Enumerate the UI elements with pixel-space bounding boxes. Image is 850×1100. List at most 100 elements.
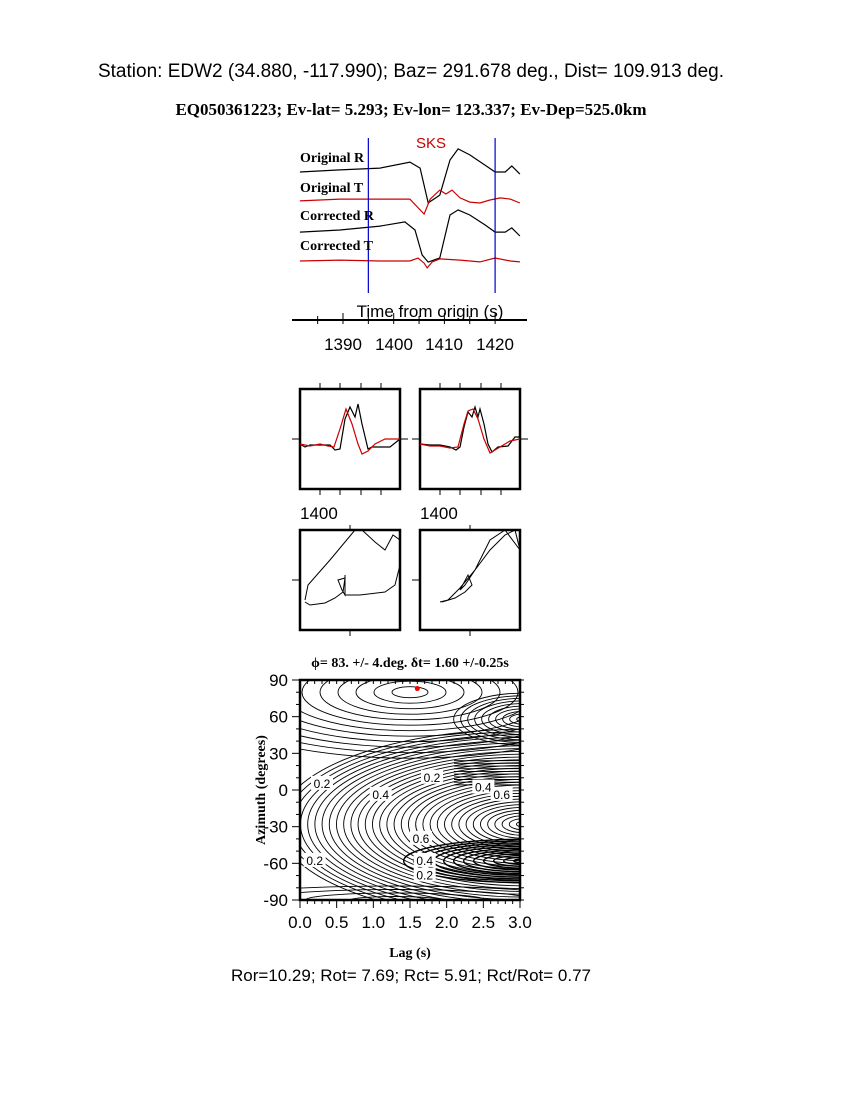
contour-line (502, 710, 520, 728)
trace-label: Corrected R (300, 209, 375, 224)
y-axis-label: Azimuth (degrees) (254, 735, 269, 845)
contour-line (391, 686, 429, 699)
contour-label-bg (369, 786, 392, 801)
x-tick-label: 1420 (476, 335, 514, 354)
contour-line (495, 708, 520, 730)
contour-line (502, 856, 520, 866)
contour-line (301, 680, 519, 726)
particle-motion-path (304, 529, 401, 606)
contour-label-bg (472, 779, 495, 794)
contour-line (300, 885, 520, 891)
x-tick-label: 1400 (420, 504, 458, 523)
panel-frame (418, 387, 522, 491)
phase-label: SKS (416, 135, 446, 152)
contour-line (508, 818, 520, 831)
trace-original-r (299, 148, 521, 204)
contour-line (460, 695, 520, 743)
x-tick-label: 1400 (375, 335, 413, 354)
contour-label: 0.4 (372, 788, 389, 802)
contour-label-bg (413, 867, 436, 882)
contour-line (444, 793, 520, 856)
contour-line (300, 889, 520, 897)
contour-line (422, 784, 520, 864)
x-tick-label: 1.0 (362, 913, 386, 932)
contour-line (372, 764, 520, 884)
y-tick-label: -90 (263, 891, 288, 910)
contour-line (300, 734, 520, 900)
y-tick-label: 90 (269, 671, 288, 690)
contour-label-bg (410, 830, 432, 845)
contour-label: 0.6 (493, 788, 510, 802)
contour-line (300, 720, 520, 737)
contour-line (481, 703, 520, 736)
contour-line (304, 892, 486, 900)
contour-line (429, 787, 520, 862)
contour-line (472, 804, 520, 845)
x-tick-label: 1390 (324, 335, 362, 354)
contour-line (492, 854, 520, 867)
contour-line (386, 770, 520, 878)
x-tick-label: 2.5 (472, 913, 496, 932)
panel-frame (298, 528, 402, 632)
contour-line (452, 847, 520, 875)
contour-line (393, 773, 520, 876)
waveform-overlay (299, 403, 401, 451)
contour-label-bg (303, 852, 326, 867)
contour-line (379, 767, 520, 881)
y-tick-label: -60 (263, 854, 288, 873)
contour-line (432, 844, 520, 878)
contour-line (462, 849, 520, 873)
contour-label: 0.2 (314, 777, 331, 791)
contour-line (336, 750, 520, 898)
x-tick-label: 0.5 (325, 913, 349, 932)
contour-line (321, 745, 520, 900)
contour-label-bg (413, 852, 436, 867)
contour-line (467, 697, 520, 741)
contour-line (516, 716, 520, 722)
waveform-overlay (419, 408, 521, 454)
contour-line (343, 753, 520, 895)
contour-line (453, 692, 520, 746)
contour-label: 0.2 (306, 854, 323, 868)
event-title: EQ050361223; Ev-lat= 5.293; Ev-lon= 123.… (175, 100, 646, 119)
contour-line (307, 739, 520, 900)
contour-label: 0.2 (424, 771, 441, 785)
contour-line (509, 713, 520, 725)
contour-line (488, 705, 520, 733)
contour-line (516, 821, 520, 828)
waveform-overlay (419, 404, 520, 453)
x-axis-label: Time from origin (s) (357, 302, 504, 321)
contour-line (314, 742, 520, 900)
contour-line (373, 680, 447, 704)
contour-line (465, 801, 520, 848)
contour-line (357, 759, 520, 890)
particle-motion-path (439, 529, 521, 603)
contour-line (442, 845, 520, 876)
trace-label: Corrected T (300, 239, 374, 254)
contour-title: ϕ= 83. +/- 4.deg. δt= 1.60 +/-0.25s (311, 656, 509, 671)
contour-line (472, 851, 520, 871)
contour-label-bg (421, 769, 443, 784)
contour-line (501, 815, 520, 833)
contour-line (436, 790, 520, 859)
trace-label: Original T (300, 181, 364, 196)
y-tick-label: 60 (269, 708, 288, 727)
x-tick-label: 1400 (300, 504, 338, 523)
trace-original-t (299, 189, 521, 216)
x-axis-label: Lag (s) (389, 946, 431, 961)
y-tick-label: 0 (279, 781, 288, 800)
x-tick-label: 3.0 (508, 913, 532, 932)
contour-line (512, 858, 520, 864)
contour-label: 0.6 (413, 832, 430, 846)
x-tick-label: 0.0 (288, 913, 312, 932)
y-tick-label: -30 (263, 818, 288, 837)
contour-line (337, 680, 483, 715)
contour-line (349, 896, 441, 900)
contour-line (408, 779, 520, 870)
station-title: Station: EDW2 (34.880, -117.990); Baz= 2… (98, 61, 724, 82)
contour-label-bg (311, 775, 333, 790)
contour-line (482, 853, 520, 869)
seismogram-panel (292, 138, 527, 324)
summary-text: Ror=10.29; Rot= 7.69; Rct= 5.91; Rct/Rot… (231, 966, 591, 985)
